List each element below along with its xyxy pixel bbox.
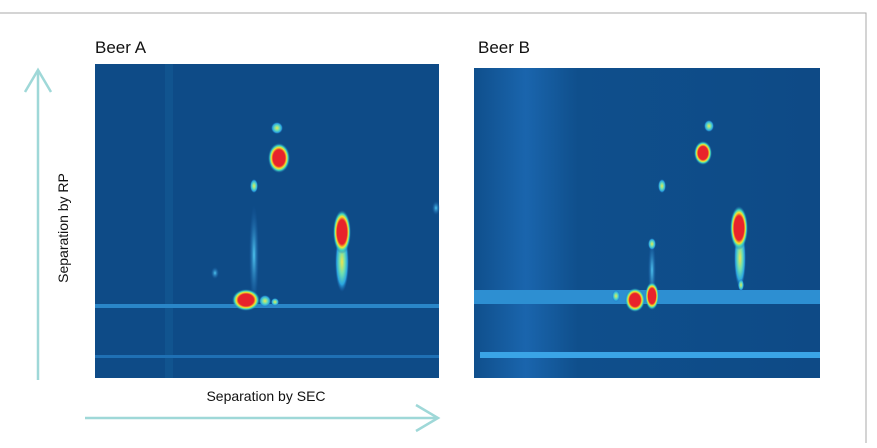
panel-title: Beer B [478, 38, 530, 57]
spot [271, 298, 279, 306]
x-axis-label: Separation by SEC [206, 388, 325, 404]
spot [268, 143, 290, 173]
spot [648, 238, 656, 250]
heatmap-bg [95, 64, 439, 378]
spot [271, 122, 283, 134]
spot [625, 288, 645, 312]
band [480, 352, 820, 358]
spot [704, 120, 714, 132]
spot [730, 206, 748, 250]
heatmap-a [95, 64, 440, 378]
spot [232, 289, 260, 311]
panel-title: Beer A [95, 38, 147, 57]
band [95, 355, 439, 358]
spot [694, 141, 712, 165]
streak [165, 64, 173, 378]
y-axis-label: Separation by RP [55, 173, 71, 283]
spot [738, 279, 744, 291]
spot [250, 179, 258, 193]
heatmap-bg [474, 68, 820, 378]
spot [432, 201, 440, 215]
spot [658, 179, 666, 193]
figure: Beer A Beer B [0, 0, 877, 443]
spot [259, 295, 271, 307]
spot [645, 282, 659, 310]
heatmap-b [474, 68, 820, 378]
spot [211, 267, 219, 279]
spot [333, 210, 351, 254]
page: {"panels": [{"title": "Beer A"}, {"title… [0, 0, 877, 443]
spot [612, 290, 620, 302]
